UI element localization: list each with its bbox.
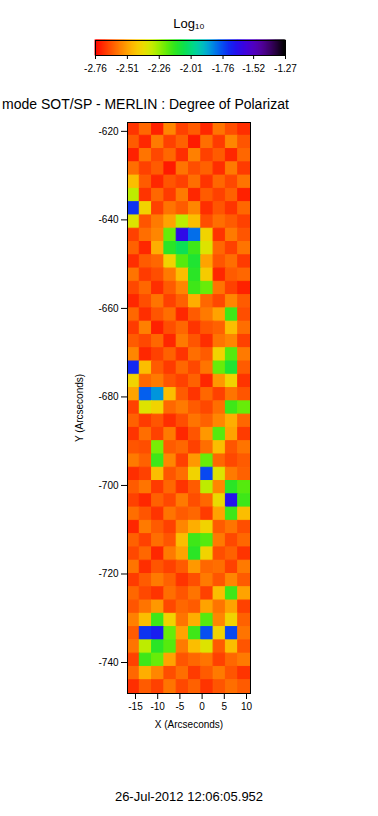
svg-text:-2.26: -2.26 [148, 63, 171, 74]
html-text:mode SOT/SP - MERLIN : Degree: mode SOT/SP - MERLIN : Degree of Polariz… [2, 96, 289, 112]
svg-text:-2.51: -2.51 [116, 63, 139, 74]
svg-text:-1.76: -1.76 [212, 63, 235, 74]
svg-text:5: 5 [222, 701, 228, 712]
svg-text:-10: -10 [150, 701, 165, 712]
svg-text:-640: -640 [98, 214, 118, 225]
html-text:Log₁₀: Log₁₀ [173, 16, 205, 31]
html-text:26-Jul-2012 12:06:05.952: 26-Jul-2012 12:06:05.952 [114, 789, 264, 804]
svg-text:-660: -660 [98, 303, 118, 314]
svg-text:-2.01: -2.01 [180, 63, 203, 74]
svg-text:Y (Arcseconds): Y (Arcseconds) [74, 374, 85, 442]
svg-text:-1.27: -1.27 [274, 63, 297, 74]
svg-text:-1.52: -1.52 [242, 63, 265, 74]
svg-text:-700: -700 [98, 480, 118, 491]
svg-text:10: 10 [241, 701, 253, 712]
svg-text:-5: -5 [175, 701, 184, 712]
svg-text:-740: -740 [98, 657, 118, 668]
svg-text:0: 0 [199, 701, 205, 712]
svg-text:-620: -620 [98, 126, 118, 137]
svg-text:-720: -720 [98, 568, 118, 579]
svg-text:X (Arcseconds): X (Arcseconds) [155, 719, 223, 730]
svg-text:-2.76: -2.76 [84, 63, 107, 74]
svg-text:-15: -15 [128, 701, 143, 712]
svg-text:-680: -680 [98, 391, 118, 402]
